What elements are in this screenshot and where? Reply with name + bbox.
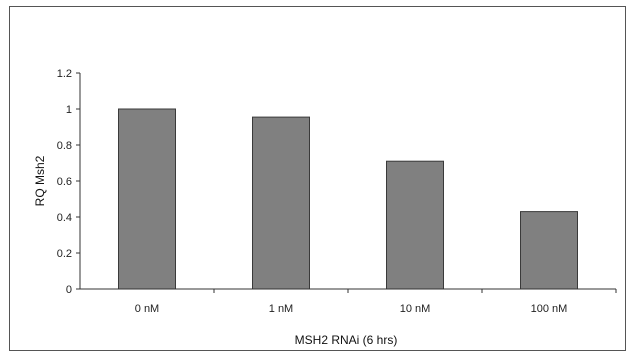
x-axis-labels: 0 nM 1 nM 10 nM 100 nM [135, 289, 617, 315]
bars [118, 108, 578, 290]
y-axis-ticks: 0 0.2 0.4 0.6 0.8 1 1.2 [57, 68, 80, 296]
bar [386, 160, 444, 290]
y-tick-label: 0.2 [57, 248, 72, 260]
y-tick-label: 0.8 [57, 140, 72, 152]
bar [252, 116, 310, 290]
chart-border [9, 6, 626, 351]
y-tick-label: 0.6 [57, 176, 72, 188]
x-axis-title: MSH2 RNAi (6 hrs) [295, 333, 398, 347]
x-category-label: 1 nM [269, 303, 293, 315]
bar [520, 211, 578, 290]
y-tick-label: 1.2 [57, 68, 72, 80]
bar [118, 108, 176, 290]
y-axis-title: RQ Msh2 [33, 155, 47, 206]
x-category-label: 100 nM [531, 303, 568, 315]
y-tick-label: 0.4 [57, 212, 72, 224]
y-tick-label: 0 [66, 284, 72, 296]
x-category-label: 0 nM [135, 303, 159, 315]
y-tick-label: 1 [66, 104, 72, 116]
x-category-label: 10 nM [400, 303, 431, 315]
